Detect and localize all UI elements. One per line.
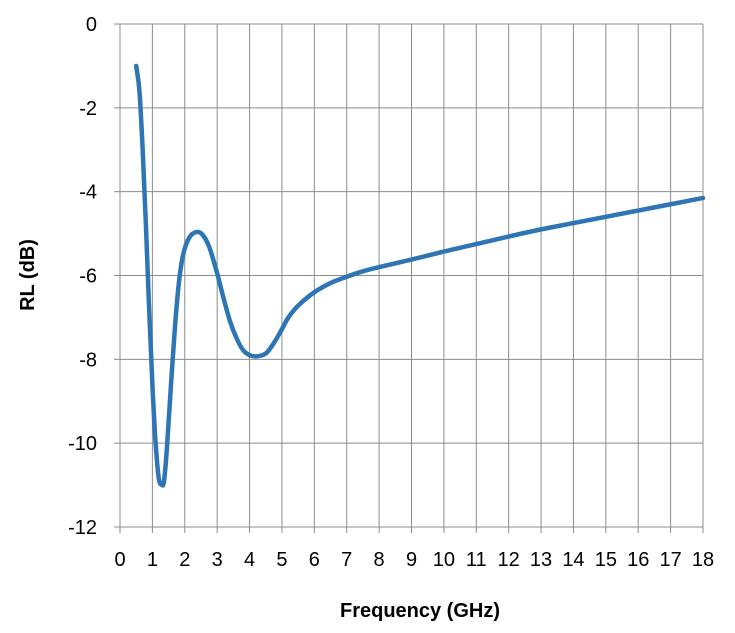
series-layer <box>133 63 706 488</box>
y-tick-label: -10 <box>68 433 97 455</box>
x-tick-label: 6 <box>309 549 320 571</box>
x-tick-label: 12 <box>498 549 520 571</box>
x-tick-label: 18 <box>692 549 714 571</box>
y-tick-label: -2 <box>79 98 97 120</box>
x-tick-label: 10 <box>433 549 455 571</box>
x-tick-label: 5 <box>276 549 287 571</box>
x-tick-label: 14 <box>562 549 584 571</box>
y-tick-label: -6 <box>79 266 97 288</box>
y-tick-label: -4 <box>79 182 97 204</box>
x-tick-label: 2 <box>179 549 190 571</box>
x-tick-label: 7 <box>341 549 352 571</box>
y-tick-label: 0 <box>86 14 97 36</box>
x-axis-label: Frequency (GHz) <box>340 600 500 622</box>
x-tick-label: 13 <box>530 549 552 571</box>
x-tick-label: 4 <box>244 549 255 571</box>
x-tick-label: 15 <box>595 549 617 571</box>
y-axis-label: RL (dB) <box>17 239 39 311</box>
y-tick-labels: 0 -2 -4 -6 -8 -10 -12 <box>68 14 97 539</box>
grid <box>114 23 704 533</box>
y-tick-label: -8 <box>79 349 97 371</box>
x-tick-label: 11 <box>466 549 487 571</box>
x-tick-label: 1 <box>147 549 158 571</box>
x-tick-label: 8 <box>374 549 385 571</box>
x-tick-label: 17 <box>659 549 681 571</box>
x-tick-label: 0 <box>114 549 125 571</box>
x-tick-label: 3 <box>212 549 223 571</box>
y-tick-label: -12 <box>68 517 97 539</box>
x-tick-label: 16 <box>627 549 649 571</box>
x-tick-labels: 0 1 2 3 4 5 6 7 8 9 10 11 12 13 14 15 16 17 18 <box>114 549 714 571</box>
x-tick-label: 9 <box>406 549 417 571</box>
series-line <box>133 63 706 488</box>
